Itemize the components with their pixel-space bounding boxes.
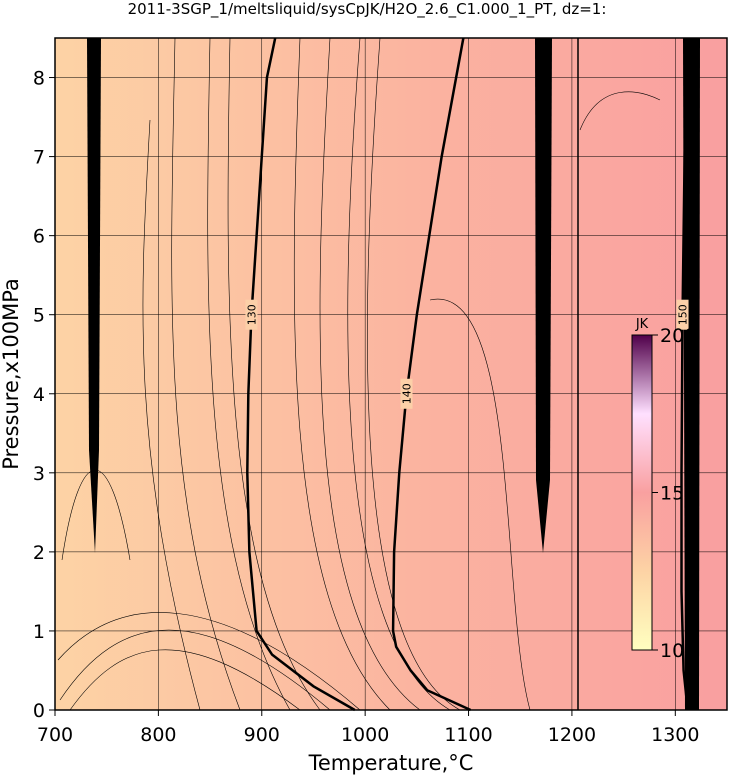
x-axis-label: Temperature,°C [308,751,474,775]
contour-line [246,37,356,712]
contour-line [680,37,689,711]
colorbar-tick-label: 100 [660,640,696,662]
contour-lines: 130 140 150 [245,37,690,712]
y-tick-label: 6 [33,226,45,248]
contour-line [391,37,472,712]
colorbar-tick-label: 150 [660,483,696,505]
x-tick-label: 1200 [548,724,596,746]
y-tick-label: 7 [33,147,45,169]
y-tick-label: 1 [33,621,45,643]
dense-contours [87,38,700,710]
plot-frame [54,37,728,711]
colorbar-title: JK [635,317,649,332]
y-axis-label: Pressure,x100MPa [0,278,23,470]
y-tick-label: 4 [33,384,45,406]
plot-background [55,38,727,710]
axes: 700 800 900 1000 1100 1200 1300 0 1 2 3 4 5 6 7 8 [33,68,700,746]
x-tick-label: 700 [37,724,73,746]
y-tick-label: 3 [33,463,45,485]
colorbar-tick-label: 200 [660,325,696,347]
x-tick-label: 900 [244,724,280,746]
grid [54,38,727,711]
y-tick-label: 0 [33,700,45,722]
contour-label-bg [400,378,413,409]
thin-contours [57,37,661,711]
contour-label: 150 [677,304,690,325]
chart-title: 2011-3SGP_1/meltsliquid/sysCpJK/H2O_2.6_… [128,0,607,19]
colorbar [631,334,653,651]
colorbar-ticks: 100 150 200 [652,325,696,662]
contour-label: 130 [245,304,258,325]
x-tick-label: 1100 [444,724,492,746]
y-tick-label: 2 [33,542,45,564]
contour-label-bg [676,299,689,330]
x-tick-label: 1000 [341,724,389,746]
x-tick-label: 1300 [651,724,699,746]
contour-label: 140 [401,383,414,404]
x-tick-label: 800 [140,724,176,746]
contour-label-bg [245,299,258,330]
y-tick-label: 5 [33,305,45,327]
y-tick-label: 8 [33,68,45,90]
